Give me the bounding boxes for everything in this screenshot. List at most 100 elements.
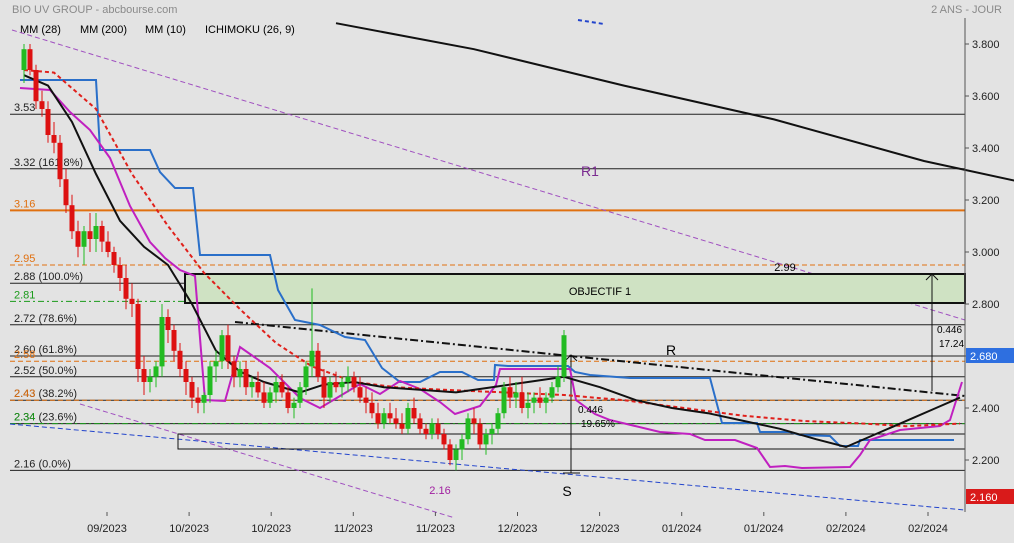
candle-body-84 (525, 402, 531, 408)
lower-channel-line (79, 403, 456, 519)
candle-68 (429, 418, 435, 440)
candle-body-67 (423, 428, 429, 434)
candle-body-78 (489, 428, 495, 434)
candle-71 (447, 439, 453, 466)
candle-55 (351, 371, 357, 393)
candle-49 (315, 343, 321, 382)
objectif-zone (184, 273, 966, 304)
level-label-14: 2.16 (0.0%) (14, 458, 71, 470)
candle-34 (225, 324, 231, 369)
x-tick-label-5: 12/2023 (498, 523, 538, 535)
level-label-10: 2.43 (38.2%) (14, 388, 77, 400)
candle-body-11 (87, 231, 93, 239)
candle-19 (135, 298, 141, 382)
candle-22 (153, 361, 159, 388)
candle-body-65 (411, 408, 417, 419)
candle-body-89 (555, 376, 561, 388)
candle-66 (417, 413, 423, 434)
candle-body-25 (171, 330, 177, 351)
legend-ichimoku: ICHIMOKU (26, 9) (205, 24, 295, 36)
candle-body-20 (141, 369, 147, 382)
candle-13 (99, 220, 105, 252)
candle-body-35 (231, 361, 237, 377)
candle-body-34 (225, 335, 231, 362)
triangle-height-right-label: 0.446 (937, 325, 962, 336)
legend-mm10: MM (10) (145, 24, 186, 36)
candle-body-88 (549, 387, 555, 398)
candle-25 (171, 324, 177, 362)
candle-67 (423, 423, 429, 440)
ichimoku-line (20, 79, 954, 447)
candle-54 (345, 366, 351, 393)
legend-mm28: MM (28) (20, 24, 61, 36)
candle-body-90 (561, 335, 567, 377)
candle-35 (231, 356, 237, 388)
candle-77 (483, 428, 489, 455)
candle-body-80 (501, 387, 507, 414)
last-price-value: 2.680 (970, 351, 998, 363)
x-tick-label-9: 02/2024 (826, 523, 866, 535)
candle-body-32 (213, 361, 219, 367)
level-label-13: 2.34 (14, 412, 35, 424)
candle-31 (207, 361, 213, 403)
candle-57 (363, 387, 369, 414)
candle-47 (303, 361, 309, 395)
candle-body-56 (357, 387, 363, 398)
candle-body-44 (285, 392, 291, 408)
candle-body-19 (135, 304, 141, 369)
candle-30 (201, 392, 207, 414)
candle-body-70 (441, 434, 447, 445)
candle-9 (75, 220, 81, 258)
candle-76 (477, 418, 483, 450)
candle-39 (255, 371, 261, 398)
candle-81 (507, 376, 513, 408)
candle-62 (393, 408, 399, 429)
candle-body-55 (351, 376, 357, 388)
candle-43 (279, 374, 285, 398)
candle-body-52 (333, 382, 339, 388)
candle-80 (501, 382, 507, 419)
candle-body-5 (51, 135, 57, 143)
candle-body-18 (129, 298, 135, 304)
candle-body-45 (291, 402, 297, 408)
candle-body-66 (417, 418, 423, 429)
candle-58 (369, 392, 375, 419)
y-tick-label-8: 3.800 (972, 39, 1000, 51)
candle-70 (441, 428, 447, 450)
candle-75 (471, 408, 477, 434)
candle-body-40 (261, 392, 267, 403)
candle-body-21 (147, 376, 153, 382)
level-label-12: 2.34 (23.6%) (14, 412, 77, 424)
candle-48 (309, 288, 315, 377)
candle-18 (129, 283, 135, 317)
level-label-6: 2.72 (78.6%) (14, 313, 77, 325)
candle-73 (459, 434, 465, 460)
x-tick-label-6: 12/2023 (580, 523, 620, 535)
candle-body-42 (273, 382, 279, 393)
candle-body-48 (309, 350, 315, 367)
candle-8 (69, 194, 75, 239)
low-price-value: 2.160 (970, 492, 998, 504)
candle-body-3 (39, 101, 45, 109)
candle-body-85 (531, 397, 537, 403)
candle-body-1 (27, 49, 33, 70)
candle-body-59 (375, 413, 381, 424)
candle-body-49 (315, 350, 321, 377)
candle-body-22 (153, 366, 159, 377)
candle-body-53 (339, 382, 345, 388)
candle-body-58 (369, 402, 375, 414)
candle-64 (405, 402, 411, 434)
candle-26 (177, 343, 183, 377)
candle-body-27 (183, 369, 189, 382)
candle-body-15 (111, 252, 117, 265)
y-tick-label-7: 3.600 (972, 91, 1000, 103)
candle-23 (159, 304, 165, 377)
legend-mm200: MM (200) (80, 24, 127, 36)
candle-24 (165, 309, 171, 343)
candle-body-79 (495, 413, 501, 429)
resistance-line-r (234, 321, 966, 397)
candle-body-71 (447, 444, 453, 460)
triangle-arrow-right (925, 273, 939, 281)
candle-61 (387, 402, 393, 424)
